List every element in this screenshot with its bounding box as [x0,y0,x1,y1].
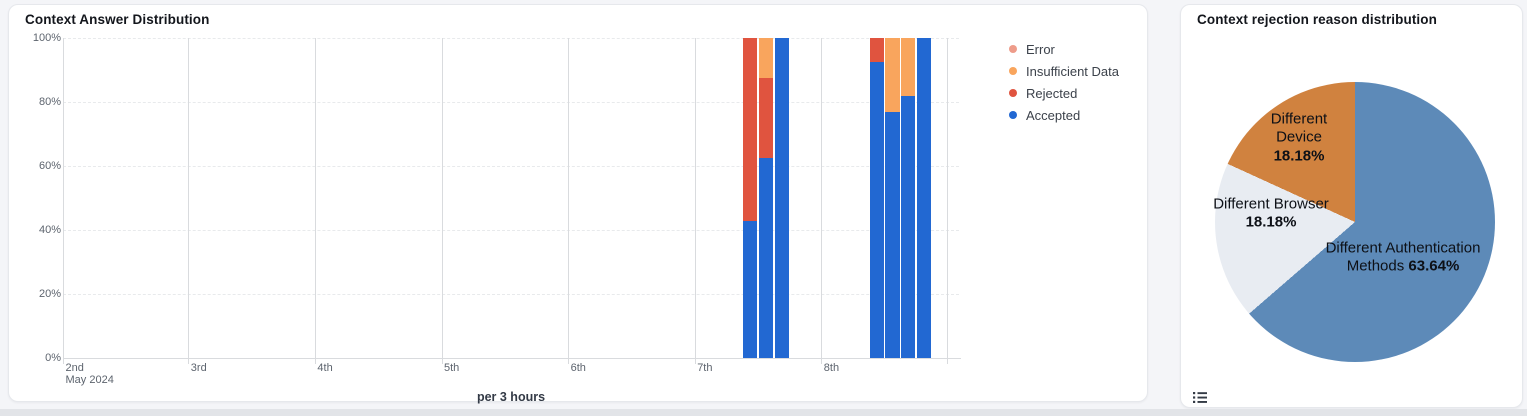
y-axis-tick-label: 20% [38,288,61,300]
bar-segment-rejected [743,38,758,221]
stacked-bar[interactable] [743,38,758,358]
x-axis-tick-label: 3rd [190,362,207,374]
y-gridline [63,230,959,231]
x-axis-month-label: May 2024 [65,374,114,386]
day-boundary-line [946,38,948,364]
stacked-bar[interactable] [869,38,884,358]
slice-percent-text: 63.64% [1408,258,1460,275]
bar-segment-accepted [869,62,884,358]
stacked-bar[interactable] [917,38,932,358]
x-axis-tick-label: 5th [444,362,460,374]
day-boundary-line [188,38,190,364]
bar-segment-accepted [885,111,900,358]
stacked-bar[interactable] [774,38,789,358]
legend-color-dot [1009,89,1017,97]
legend-item-error[interactable]: Error [1009,38,1119,60]
pie-slice-label-different-device: Different Device 18.18% [1253,111,1345,166]
slice-percent-text: 18.18% [1245,214,1297,231]
bar-segment-accepted [758,158,773,358]
legend-item-label: Rejected [1026,85,1078,101]
y-axis-tick-label: 60% [38,160,61,172]
stacked-bar[interactable] [758,38,773,358]
day-boundary-line [314,38,316,364]
panel-title: Context Answer Distribution [25,12,210,27]
legend-item-label: Accepted [1026,107,1081,123]
slice-label-text: Different Browser [1213,195,1329,213]
y-gridline [63,38,959,39]
panel-title: Context rejection reason distribution [1197,12,1437,27]
legend-color-dot [1009,111,1017,119]
y-gridline [63,166,959,167]
legend-item-accepted[interactable]: Accepted [1009,104,1119,126]
list-legend-icon[interactable] [1190,389,1210,407]
pie-slice-label-different-browser: Different Browser 18.18% [1212,196,1330,233]
legend-color-dot [1009,67,1017,75]
day-boundary-line [821,38,823,364]
bar-segment-insufficient-data [885,38,900,112]
bar-segment-accepted [901,95,916,358]
context-answer-distribution-panel: Context Answer Distribution 0% 20% 40% 60% 8… [8,4,1148,404]
bar-segment-insufficient-data [758,38,773,78]
y-axis-tick-label: 100% [32,32,61,44]
legend-item-insufficient-data[interactable]: Insufficient Data [1009,60,1119,82]
x-axis-tick-label: 4th [317,362,333,374]
slice-percent-text: 18.18% [1273,147,1325,165]
bar-segment-accepted [743,220,758,358]
day-boundary-line [568,38,570,364]
x-axis-tick-label: 6th [570,362,586,374]
x-axis-caption: per 3 hours [476,390,546,404]
x-axis-line [63,358,961,359]
y-axis-tick-label: 40% [38,224,61,236]
day-boundary-line [441,38,443,364]
page-bottom-strip [0,409,1527,416]
stacked-bar[interactable] [885,38,900,358]
x-axis-tick-label: 2nd [65,362,84,374]
x-axis-tick-label: 7th [697,362,713,374]
legend-color-dot [1009,45,1017,53]
chart-legend: Error Insufficient Data Rejected Accepted [1009,38,1119,126]
pie-chart[interactable] [1215,82,1495,362]
list-icon [1193,392,1207,403]
legend-item-label: Error [1026,41,1055,57]
y-gridline [63,102,959,103]
bar-segment-accepted [774,38,789,358]
y-axis-tick-label: 80% [38,96,61,108]
y-gridline [63,294,959,295]
legend-item-label: Insufficient Data [1026,63,1119,79]
bar-segment-insufficient-data [901,38,916,96]
day-boundary-line [694,38,696,364]
legend-item-rejected[interactable]: Rejected [1009,82,1119,104]
x-axis-tick-label: 8th [823,362,840,374]
slice-label-text: Different Device [1270,110,1328,146]
slice-label-text: Different Authentication Methods [1325,239,1481,275]
y-axis-tick-label: 0% [45,352,61,364]
day-boundary-line [63,38,64,364]
bar-segment-rejected [869,38,884,62]
pie-slice-label-different-authentication-methods: Different Authentication Methods 63.64% [1321,240,1485,277]
bar-segment-rejected [758,78,773,158]
bar-segment-accepted [917,38,932,358]
stacked-bar[interactable] [901,38,916,358]
context-rejection-reason-panel: Context rejection reason distribution Di… [1180,4,1523,408]
